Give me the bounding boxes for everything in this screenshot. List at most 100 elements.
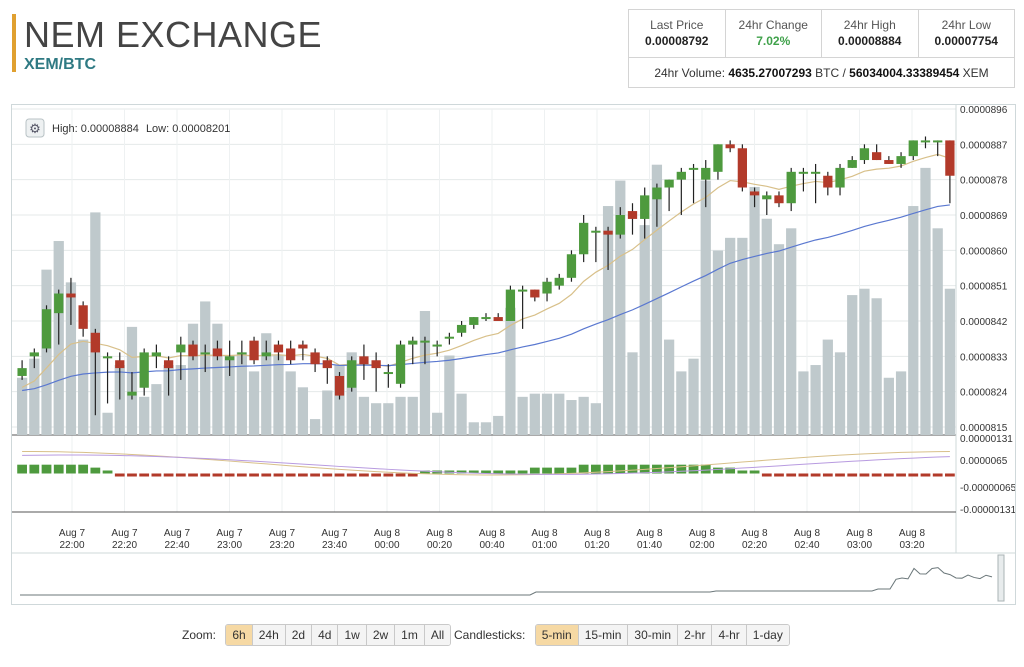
navigator-series xyxy=(20,567,993,596)
zoom-button-2w[interactable]: 2w xyxy=(366,625,396,645)
candle-body xyxy=(115,360,125,369)
market-stats-panel: Last Price 0.00008792 24hr Change 7.02% … xyxy=(628,9,1015,88)
macd-histogram-bar xyxy=(676,464,687,474)
navigator-handle xyxy=(997,554,1005,602)
stat-value: 0.00008884 xyxy=(838,34,902,48)
x-tick-day: Aug 7 xyxy=(111,528,138,539)
x-tick-time: 00:20 xyxy=(427,540,452,551)
stat-value: 0.00008792 xyxy=(645,34,709,48)
volume-bar xyxy=(29,358,40,435)
volume-bar xyxy=(578,396,589,435)
zoom-button-24h[interactable]: 24h xyxy=(252,625,286,645)
zoom-button-6h[interactable]: 6h xyxy=(226,625,253,645)
volume-bar xyxy=(895,371,907,435)
y-tick-label: 0.0000869 xyxy=(960,211,1008,222)
candle-body xyxy=(823,175,833,188)
candle-body xyxy=(310,352,320,365)
volume-bar xyxy=(456,393,467,435)
candle-body xyxy=(78,305,88,329)
x-tick-day: Aug 8 xyxy=(584,528,611,539)
macd-histogram-bar xyxy=(90,467,101,474)
volume-bar xyxy=(554,393,565,435)
volume-btc: 4635.27007293 xyxy=(728,66,812,80)
macd-histogram-bar xyxy=(298,473,308,477)
zoom-button-All[interactable]: All xyxy=(424,625,451,645)
candle-body xyxy=(884,160,894,164)
macd-histogram-bar xyxy=(932,473,943,477)
candle-body xyxy=(542,281,552,294)
volume-bar xyxy=(444,355,455,435)
candlestick-button-5-min[interactable]: 5-min xyxy=(535,625,579,645)
x-tick-time: 01:00 xyxy=(532,540,557,551)
macd-histogram-bar xyxy=(224,473,235,477)
macd-histogram-bar xyxy=(310,473,320,477)
x-tick-time: 22:00 xyxy=(59,540,84,551)
macd-histogram-bar xyxy=(371,473,382,477)
volume-bar xyxy=(273,355,284,435)
volume-bar xyxy=(139,396,150,435)
volume-bar xyxy=(798,371,809,435)
macd-histogram-bar xyxy=(151,473,162,477)
candlestick-button-4-hr[interactable]: 4-hr xyxy=(712,625,747,645)
macd-histogram-bar xyxy=(114,473,125,477)
volume-bar xyxy=(639,225,650,435)
volume-bar xyxy=(602,206,614,435)
candlestick-button-2-hr[interactable]: 2-hr xyxy=(678,625,713,645)
macd-histogram-bar xyxy=(896,473,906,477)
volume-bar xyxy=(407,396,418,435)
candle-body xyxy=(224,356,235,361)
x-tick-day: Aug 8 xyxy=(531,528,558,539)
price-chart[interactable]: 0.0000896 0.0000887 0.0000878 0.0000869 0.00… xyxy=(11,104,1016,605)
chart-high-value: 0.00008884 xyxy=(81,123,139,135)
x-tick-day: Aug 7 xyxy=(269,528,296,539)
chart-canvas[interactable]: 0.0000896 0.0000887 0.0000878 0.0000869 0.00… xyxy=(12,105,1015,604)
volume-bar xyxy=(358,396,370,435)
macd-histogram-bar xyxy=(322,473,333,477)
macd-histogram-bar xyxy=(175,473,186,477)
candlestick-button-1-day[interactable]: 1-day xyxy=(746,625,789,645)
volume-bar xyxy=(541,393,553,435)
chart-info: ⚙ High: 0.00008884 Low: 0.00008201 xyxy=(25,118,230,138)
candle-body xyxy=(872,152,882,161)
candle-body xyxy=(640,195,650,219)
candle-body xyxy=(920,140,931,143)
candle-body xyxy=(432,344,442,347)
volume-bar xyxy=(395,396,406,435)
volume-bar xyxy=(65,282,77,435)
candle-body xyxy=(945,140,955,176)
zoom-button-1m[interactable]: 1m xyxy=(395,625,425,645)
macd-histogram-bar xyxy=(212,473,223,477)
volume-bar xyxy=(468,422,479,435)
candle-body xyxy=(456,324,467,333)
candle-body xyxy=(603,230,613,235)
zoom-button-1w[interactable]: 1w xyxy=(338,625,367,645)
macd-histogram-bar xyxy=(41,464,52,474)
macd-histogram-bar xyxy=(359,473,369,477)
volume-bar xyxy=(114,365,125,435)
settings-button[interactable] xyxy=(25,118,45,138)
candle-body xyxy=(798,171,809,174)
macd-histogram-bar xyxy=(273,473,284,477)
gear-icon[interactable]: ⚙ xyxy=(29,122,41,137)
zoom-button-2d[interactable]: 2d xyxy=(285,625,313,645)
volume-bar xyxy=(224,355,235,435)
x-tick-day: Aug 8 xyxy=(741,528,768,539)
x-tick-time: 22:20 xyxy=(112,540,137,551)
macd-histogram-bar xyxy=(139,473,150,477)
candle-body xyxy=(41,309,52,349)
volume-bar xyxy=(590,403,601,435)
candlestick-button-30-min[interactable]: 30-min xyxy=(628,625,679,645)
macd-histogram-bar xyxy=(200,473,211,477)
zoom-button-4d[interactable]: 4d xyxy=(312,625,339,645)
volume-bar xyxy=(334,365,345,435)
macd-histogram-bar xyxy=(871,473,882,477)
stat-24hr-low: 24hr Low 0.00007754 xyxy=(919,10,1015,57)
volume-bar xyxy=(529,393,540,435)
currency-pair: XEM/BTC xyxy=(24,56,96,73)
y-tick-label: 0.0000824 xyxy=(960,388,1008,399)
volume-bar xyxy=(725,237,736,435)
candlestick-button-15-min[interactable]: 15-min xyxy=(578,625,629,645)
macd-histogram-bar xyxy=(822,473,833,477)
macd-tick-label: 0.00000131 xyxy=(960,434,1013,445)
